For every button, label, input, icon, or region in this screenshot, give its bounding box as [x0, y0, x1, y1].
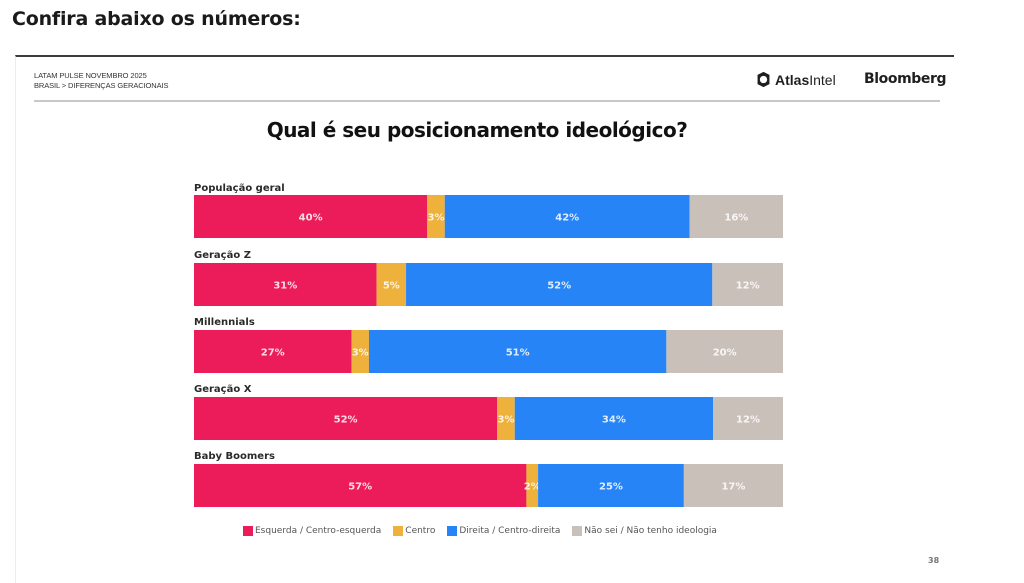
bar-segment-baby-boomers-nao-sei	[683, 464, 783, 507]
legend-item-direita: Direita / Centro-direita	[447, 526, 560, 536]
bar-segment-millennials-esquerda	[194, 330, 352, 373]
atlasintel-logo: Atlas Intel	[755, 71, 836, 88]
legend-label-esquerda: Esquerda / Centro-esquerda	[255, 526, 382, 536]
data-label-geracao-x-nao-sei: 12%	[736, 415, 760, 426]
data-label-populacao-geral-centro: 3%	[428, 213, 445, 224]
chart-title: Qual é seu posicionamento ideológico?	[266, 118, 688, 142]
bar-segment-geracao-z-esquerda	[194, 263, 377, 306]
bar-segment-geracao-x-direita	[514, 397, 714, 440]
legend-swatch-nao-sei	[572, 526, 583, 536]
legend-label-centro: Centro	[405, 526, 436, 536]
data-label-millennials-nao-sei: 20%	[713, 348, 737, 359]
data-label-geracao-z-direita: 52%	[547, 281, 571, 292]
bloomberg-logo: Bloomberg	[864, 71, 947, 87]
row-label-geracao-z: Geração Z	[194, 250, 251, 261]
legend-swatch-direita	[447, 526, 458, 536]
data-label-geracao-x-direita: 34%	[602, 415, 626, 426]
bar-segment-geracao-x-centro	[497, 397, 515, 440]
data-label-geracao-z-nao-sei: 12%	[736, 281, 760, 292]
bar-segment-millennials-nao-sei	[666, 330, 783, 373]
data-label-baby-boomers-esquerda: 57%	[348, 482, 372, 493]
bar-segment-geracao-x-esquerda	[194, 397, 498, 440]
chart-legend: Esquerda / Centro-esquerda Centro Direit…	[243, 526, 717, 536]
bar-segment-millennials-direita	[368, 330, 667, 373]
data-label-populacao-geral-direita: 42%	[555, 213, 579, 224]
row-label-millennials: Millennials	[194, 317, 255, 328]
data-label-geracao-z-centro: 5%	[383, 281, 400, 292]
legend-swatch-esquerda	[243, 526, 253, 536]
bar-segment-populacao-geral-esquerda	[194, 195, 428, 238]
data-label-millennials-esquerda: 27%	[261, 348, 285, 359]
bar-segment-geracao-z-centro	[376, 263, 407, 306]
legend-label-nao-sei: Não sei / Não tenho ideologia	[584, 526, 717, 536]
survey-name: LATAM PULSE NOVEMBRO 2025	[34, 71, 147, 80]
slide-page-number: 38	[928, 556, 940, 565]
bar-segment-populacao-geral-direita	[444, 195, 690, 238]
legend-swatch-centro	[393, 526, 404, 536]
page-heading: Confira abaixo os números:	[12, 8, 301, 30]
bar-segment-geracao-z-direita	[406, 263, 713, 306]
survey-breadcrumb: BRASIL > DIFERENÇAS GERACIONAIS	[34, 81, 169, 90]
bar-segment-geracao-z-nao-sei	[712, 263, 783, 306]
data-label-geracao-z-esquerda: 31%	[273, 281, 297, 292]
data-label-populacao-geral-nao-sei: 16%	[724, 213, 748, 224]
data-label-geracao-x-centro: 3%	[498, 415, 515, 426]
bar-segment-populacao-geral-centro	[427, 195, 445, 238]
atlasintel-logo-icon	[757, 71, 770, 88]
row-label-geracao-x: Geração X	[194, 384, 252, 395]
row-label-populacao-geral: População geral	[194, 183, 285, 194]
row-label-baby-boomers: Baby Boomers	[194, 451, 275, 462]
legend-item-esquerda: Esquerda / Centro-esquerda	[243, 526, 381, 536]
data-label-baby-boomers-direita: 25%	[599, 482, 623, 493]
atlasintel-logo-text-light: Intel	[809, 71, 836, 88]
data-label-baby-boomers-nao-sei: 17%	[721, 482, 745, 493]
slide-meta: LATAM PULSE NOVEMBRO 2025 BRASIL > DIFER…	[34, 71, 168, 91]
bar-segment-geracao-x-nao-sei	[713, 397, 783, 440]
atlasintel-logo-text-bold: Atlas	[775, 71, 810, 88]
bar-segment-populacao-geral-nao-sei	[689, 195, 783, 238]
data-label-baby-boomers-centro: 2%	[524, 482, 541, 493]
legend-item-centro: Centro	[393, 526, 435, 536]
data-label-populacao-geral-esquerda: 40%	[299, 213, 323, 224]
header-divider	[34, 100, 940, 102]
bar-segment-baby-boomers-centro	[526, 464, 539, 507]
bar-segment-millennials-centro	[351, 330, 369, 373]
data-label-millennials-centro: 3%	[352, 348, 369, 359]
data-label-geracao-x-esquerda: 52%	[334, 415, 358, 426]
data-label-millennials-direita: 51%	[506, 348, 530, 359]
bar-segment-baby-boomers-esquerda	[194, 464, 527, 507]
legend-label-direita: Direita / Centro-direita	[459, 526, 561, 536]
bar-segment-baby-boomers-direita	[538, 464, 684, 507]
legend-item-nao-sei: Não sei / Não tenho ideologia	[572, 526, 717, 536]
